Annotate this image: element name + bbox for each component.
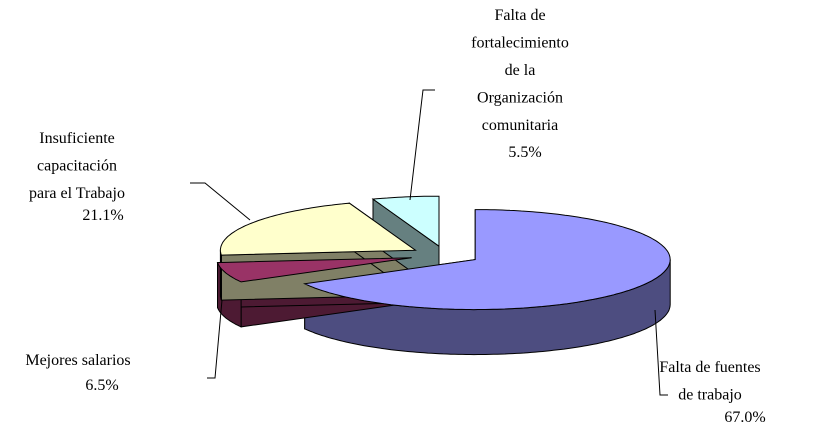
pie-slice [216,257,412,283]
value-label: 5.5% [508,144,541,161]
leader-line [207,299,223,379]
pie-slice [219,202,417,256]
leader-line [190,182,251,221]
slice-label: Insuficiente capacitación para el Trabajo [29,130,125,202]
slice-side [219,250,222,301]
value-label: 6.5% [85,377,118,394]
value-label: 67.0% [724,409,765,426]
leader-line [409,89,435,201]
pie-slice [302,209,671,311]
slice-label: Falta de fortalecimiento de la Organización… [471,7,569,134]
slice-label: Falta de fuentes de trabajo [659,359,760,404]
leader-line [654,309,668,396]
value-label: 21.1% [82,207,123,224]
pie-slice [371,195,440,248]
slice-label: Mejores salarios [25,352,130,369]
